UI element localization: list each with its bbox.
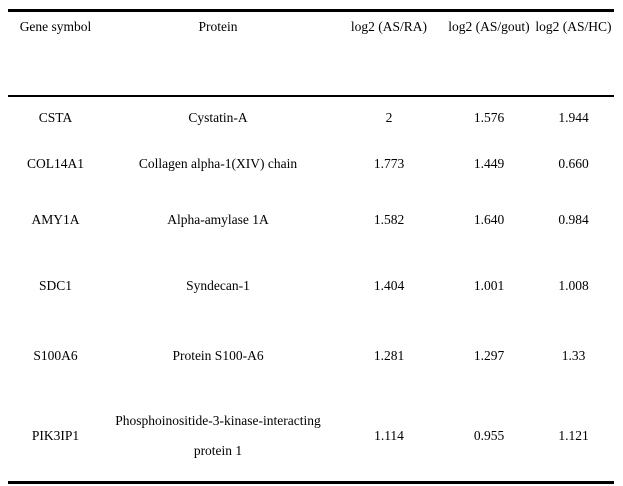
table-row: AMY1A Alpha-amylase 1A 1.582 1.640 0.984: [8, 189, 614, 251]
gene-symbol-cell: CSTA: [38, 109, 73, 125]
column-header-log2-as-hc: log2 (AS/HC): [533, 10, 614, 97]
table-row: PIK3IP1 Phosphoinositide-3-kinase-intera…: [8, 391, 614, 482]
log2-as-gout-cell: 1.640: [473, 212, 505, 227]
log2-as-hc-cell: 1.944: [558, 109, 589, 125]
log2-as-ra-cell: 1.773: [373, 155, 405, 171]
column-header-log2-as-gout: log2 (AS/gout): [445, 10, 533, 97]
log2-as-gout-cell: 1.576: [473, 109, 505, 125]
protein-expression-table: Gene symbol Protein log2 (AS/RA) log2 (A…: [8, 9, 614, 484]
log2-as-ra-cell: 1.281: [373, 348, 405, 363]
protein-cell: Cystatin-A: [188, 109, 248, 125]
log2-as-gout-cell: 1.297: [473, 348, 505, 363]
gene-symbol-cell: AMY1A: [31, 212, 80, 227]
log2-as-hc-cell: 0.984: [558, 212, 589, 227]
log2-as-hc-cell: 1.33: [561, 348, 586, 363]
protein-cell: Syndecan-1: [186, 278, 250, 293]
log2-as-gout-cell: 1.001: [473, 278, 505, 293]
log2-as-ra-cell: 2: [385, 109, 393, 125]
log2-as-gout-cell: 1.449: [473, 155, 505, 171]
protein-cell: Protein S100-A6: [172, 348, 264, 363]
header-row: Gene symbol Protein log2 (AS/RA) log2 (A…: [8, 10, 614, 97]
log2-as-hc-cell: 1.008: [558, 278, 589, 293]
gene-symbol-cell: COL14A1: [27, 155, 84, 171]
column-header-protein: Protein: [103, 10, 333, 97]
log2-as-ra-cell: 1.114: [374, 427, 404, 443]
gene-symbol-cell: S100A6: [33, 348, 78, 363]
protein-cell: Phosphoinositide-3-kinase-interacting pr…: [115, 412, 321, 458]
column-header-log2-as-ra: log2 (AS/RA): [333, 10, 445, 97]
gene-symbol-cell: SDC1: [38, 278, 72, 293]
column-header-gene-symbol: Gene symbol: [8, 10, 103, 97]
log2-as-hc-cell: 1.121: [558, 427, 589, 443]
table-row: SDC1 Syndecan-1 1.404 1.001 1.008: [8, 251, 614, 321]
table-row: CSTA Cystatin-A 2 1.576 1.944: [8, 96, 614, 138]
protein-cell: Alpha-amylase 1A: [167, 212, 269, 227]
table-row: COL14A1 Collagen alpha-1(XIV) chain 1.77…: [8, 138, 614, 189]
table-row: S100A6 Protein S100-A6 1.281 1.297 1.33: [8, 321, 614, 391]
log2-as-ra-cell: 1.404: [373, 278, 405, 293]
log2-as-hc-cell: 0.660: [558, 155, 589, 171]
protein-cell: Collagen alpha-1(XIV) chain: [138, 155, 298, 171]
log2-as-ra-cell: 1.582: [373, 212, 405, 227]
gene-symbol-cell: PIK3IP1: [31, 427, 80, 443]
log2-as-gout-cell: 0.955: [473, 427, 505, 443]
